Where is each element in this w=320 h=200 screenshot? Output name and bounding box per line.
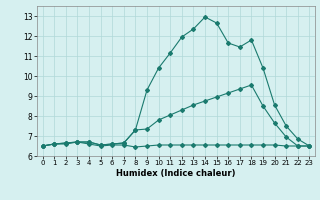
X-axis label: Humidex (Indice chaleur): Humidex (Indice chaleur)	[116, 169, 236, 178]
